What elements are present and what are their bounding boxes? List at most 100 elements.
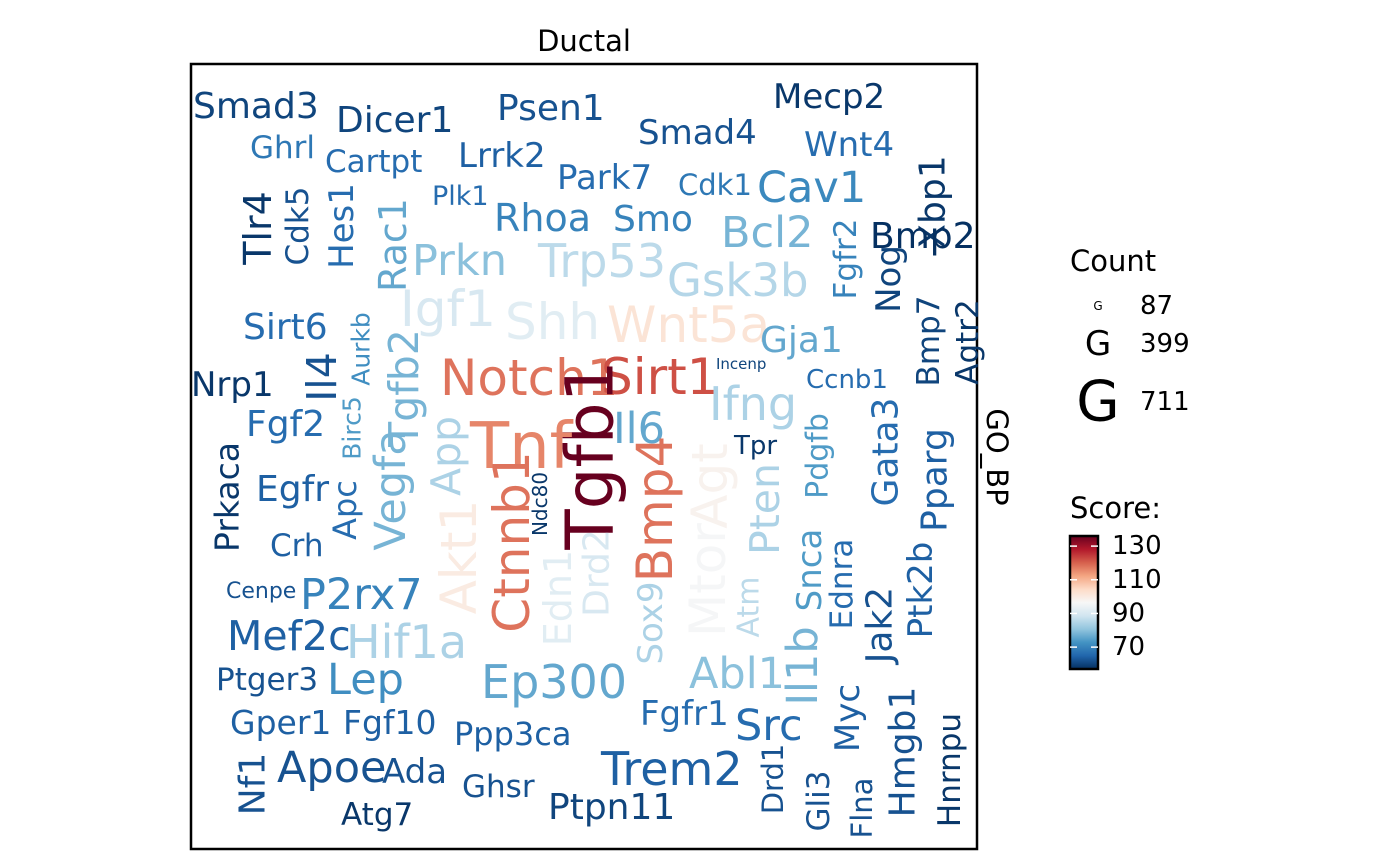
word-tnf: Tnf [469,410,574,484]
score-colorbar [1068,534,1100,671]
word-jak2: Jak2 [860,587,901,665]
word-gata3: Gata3 [866,397,907,506]
count-legend-label: 399 [1140,329,1190,359]
word-hnrnpu: Hnrnpu [932,713,968,827]
word-ednra: Ednra [824,539,860,630]
word-bcl2: Bcl2 [721,208,813,258]
word-aurkb: Aurkb [347,312,376,386]
word-fgf10: Fgf10 [343,703,437,742]
word-gsk3b: Gsk3b [667,254,809,307]
count-legend-symbol: G [1076,370,1119,435]
word-atm: Atm [732,577,767,638]
word-flna: Flna [845,778,879,839]
word-tlr4: Tlr4 [236,191,280,266]
word-tpr: Tpr [733,431,777,461]
word-rac1: Rac1 [371,198,415,292]
word-mef2c: Mef2c [227,612,351,660]
word-ctnnb1: Ctnnb1 [483,451,541,632]
words-layer: Smad3 Dicer1 Psen1 Mecp2 Smad4 Ghrl Cartpt Lrrk… [191,77,986,838]
count-legend-title: Count [1070,244,1156,278]
word-agtr2: Agtr2 [950,299,986,385]
word-pparg: Pparg [915,428,956,532]
word-pdgfb: Pdgfb [801,413,836,499]
word-ptk2b: Ptk2b [901,542,941,639]
word-smad3: Smad3 [193,86,319,127]
word-hes1: Hes1 [322,183,362,269]
word-cdk1: Cdk1 [678,168,752,202]
word-snca: Snca [790,529,830,612]
word-ppp3ca: Ppp3ca [454,715,571,753]
count-legend-label: 711 [1140,387,1190,417]
word-cdk5: Cdk5 [280,187,316,266]
word-wnt5a: Wnt5a [607,296,770,354]
word-akt1: Akt1 [430,500,488,615]
word-shh: Shh [505,293,600,351]
word-abl1: Abl1 [689,649,785,699]
count-legend: Count G 87 G 399 G 711 [1070,244,1190,435]
word-xbp1: Xbp1 [913,155,954,248]
word-sirt6: Sirt6 [243,307,328,348]
word-incenp: Incenp [716,355,766,373]
score-tick-label: 90 [1112,598,1145,628]
word-src: Src [735,701,803,751]
word-agt: Agt [681,443,739,529]
word-bmp7: Bmp7 [911,296,947,387]
word-mtor: Mtor [679,523,737,637]
word-tgfb1: Tgfb1 [552,360,629,550]
word-drd1: Drd1 [756,744,790,815]
word-nf1: Nf1 [233,753,274,816]
word-lep: Lep [327,655,404,705]
word-il1b: Il1b [778,626,828,705]
word-smo: Smo [613,199,693,240]
score-tick-label: 70 [1112,632,1145,662]
word-ada: Ada [382,752,447,792]
word-fgfr2: Fgfr2 [828,219,864,300]
word-nog: Nog [869,245,909,313]
word-smad4: Smad4 [638,113,757,153]
word-apoe: Apoe [277,743,386,793]
word-tgfb2: Tgfb2 [380,329,428,448]
word-ghrl: Ghrl [250,130,315,166]
word-gli3: Gli3 [801,771,837,832]
word-p2rx7: P2rx7 [300,570,423,620]
word-cav1: Cav1 [757,163,866,213]
word-trem2: Trem2 [600,742,743,796]
word-drd2: Drd2 [577,529,618,617]
word-edn1: Edn1 [536,550,580,646]
word-gper1: Gper1 [230,703,331,742]
word-ifng: Ifng [709,377,797,431]
word-trp53: Trp53 [537,234,666,288]
word-vegfa: Vegfa [366,429,416,550]
word-sirt1: Sirt1 [601,348,719,406]
facet-strip-label: GO_BP [980,408,1014,505]
word-il6: Il6 [613,404,665,454]
word-bmp2: Bmp2 [870,216,976,257]
plot-panel [189,62,979,851]
word-myc: Myc [828,684,868,752]
word-birc5: Birc5 [338,396,367,459]
count-legend-label: 87 [1140,291,1173,321]
word-cenpe: Cenpe [226,579,296,604]
word-il4: Il4 [298,352,346,402]
word-app: App [422,416,470,496]
word-egfr: Egfr [256,469,329,510]
word-prkaca: Prkaca [208,442,247,552]
word-wnt4: Wnt4 [804,125,894,165]
word-cartpt: Cartpt [325,144,422,180]
word-hmgb1: Hmgb1 [883,687,924,818]
word-sox9: Sox9 [631,581,671,664]
word-fgfr1: Fgfr1 [640,694,729,734]
word-nrp1: Nrp1 [191,365,274,405]
word-pten: Pten [741,463,789,555]
word-gja1: Gja1 [760,320,843,361]
score-legend-title: Score: [1070,491,1161,525]
word-plk1: Plk1 [432,181,489,212]
chart-title: Ductal [537,24,631,58]
count-legend-symbol: G [1093,299,1102,313]
word-hif1a: Hif1a [346,615,467,669]
word-ptger3: Ptger3 [216,662,318,698]
word-igf1: Igf1 [400,280,496,338]
word-psen1: Psen1 [497,88,605,129]
word-lrrk2: Lrrk2 [458,136,546,176]
